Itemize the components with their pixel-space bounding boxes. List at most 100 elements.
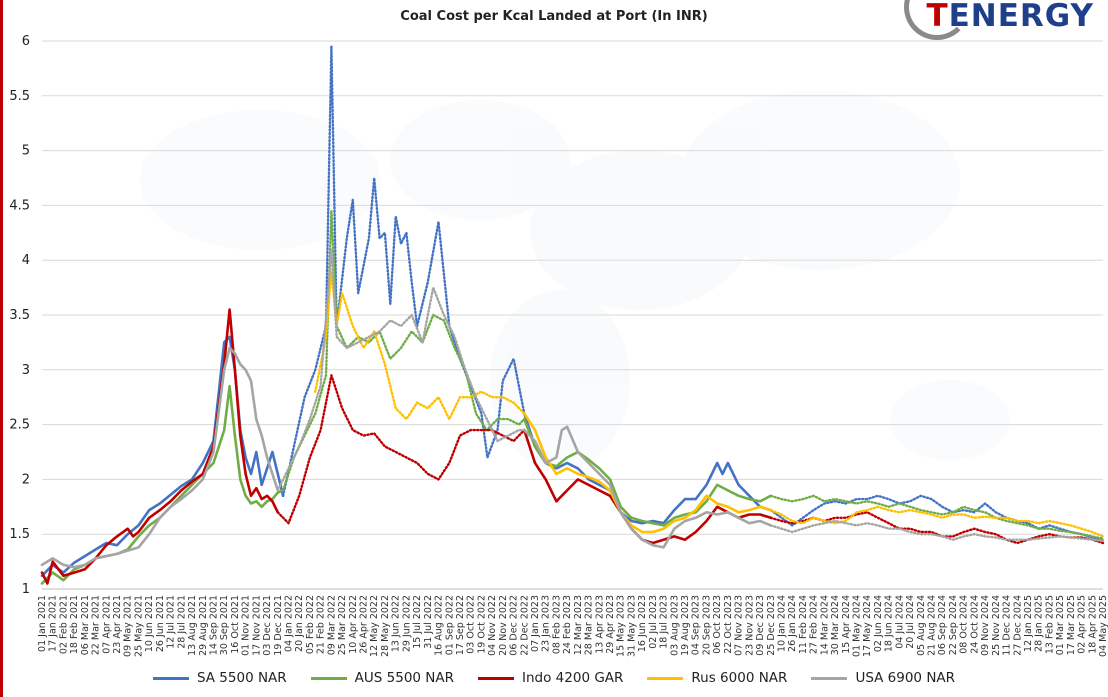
chart-title: Coal Cost per Kcal Landed at Port (In IN… <box>400 9 708 24</box>
logo-wordmark: TENERGY <box>926 0 1094 36</box>
x-tick-label: 01 Mar 2025 <box>1055 595 1066 655</box>
x-tick-label: 10 Jun 2021 <box>144 595 155 652</box>
x-tick-label: 17 Jan 2021 <box>48 595 59 652</box>
x-tick-label: 12 May 2022 <box>369 595 380 657</box>
x-tick-label: 05 Aug 2024 <box>916 595 927 656</box>
x-tick-label: 13 Apr 2023 <box>594 595 605 654</box>
series-line-actual-2023 <box>523 417 773 527</box>
x-tick-label: 04 Sep 2023 <box>691 595 702 655</box>
x-tick-label: 04 May 2025 <box>1098 595 1108 657</box>
x-tick-label: 16 Oct 2021 <box>230 595 241 654</box>
x-tick-label: 16 Aug 2022 <box>434 595 445 656</box>
x-tick-label: 13 Aug 2021 <box>187 595 198 656</box>
x-tick-label: 23 Jan 2023 <box>541 595 552 652</box>
x-tick-label: 06 Dec 2022 <box>509 595 520 656</box>
y-tick-label: 3.5 <box>9 308 30 323</box>
series-line-actual-2023 <box>523 412 773 525</box>
x-tick-label: 16 Jun 2023 <box>637 595 648 652</box>
x-tick-label: 23 Nov 2023 <box>744 595 755 656</box>
x-tick-label: 11 Feb 2024 <box>798 595 809 654</box>
x-tick-label: 24 Feb 2023 <box>562 595 573 654</box>
x-tick-label: 20 Jul 2024 <box>905 595 916 649</box>
x-tick-label: 07 Nov 2023 <box>734 595 745 656</box>
x-tick-label: 22 Dec 2022 <box>519 595 530 656</box>
x-tick-label: 06 Sep 2024 <box>937 595 948 655</box>
x-tick-label: 09 Mar 2022 <box>326 595 337 655</box>
x-tick-label: 17 May 2024 <box>862 595 873 657</box>
x-tick-label: 14 Sep 2021 <box>209 595 220 655</box>
x-tick-label: 10 Jan 2024 <box>777 595 788 652</box>
x-tick-label: 18 Jun 2024 <box>884 595 895 652</box>
x-tick-label: 14 Mar 2024 <box>819 595 830 655</box>
x-tick-label: 03 Oct 2022 <box>466 595 477 654</box>
x-tick-label: 29 Aug 2021 <box>198 595 209 656</box>
x-tick-label: 21 Aug 2024 <box>927 595 938 656</box>
x-tick-label: 06 Mar 2021 <box>80 595 91 655</box>
legend-swatch <box>811 676 848 680</box>
x-tick-label: 25 Dec 2023 <box>766 595 777 656</box>
series-line-forward <box>314 270 526 421</box>
x-tick-label: 23 Apr 2021 <box>112 595 123 654</box>
series-line-forward-2024 <box>769 494 1105 540</box>
x-tick-label: 01 Jan 2021 <box>37 595 48 652</box>
x-tick-label: 21 Feb 2022 <box>316 595 327 654</box>
legend-item: Rus 6000 NAR <box>647 670 787 686</box>
x-tick-label: 04 Nov 2022 <box>487 595 498 656</box>
x-tick-label: 13 Jun 2022 <box>391 595 402 652</box>
x-tick-label: 28 Jan 2025 <box>1034 595 1045 652</box>
y-tick-label: 2 <box>22 472 30 487</box>
x-tick-label: 02 Feb 2021 <box>58 595 69 654</box>
x-tick-label: 31 May 2023 <box>626 595 637 657</box>
legend-item: AUS 5500 NAR <box>310 670 455 686</box>
series-line-forward <box>276 248 526 492</box>
map-blob-5 <box>890 380 1010 460</box>
world-map-watermark <box>140 90 1010 470</box>
series-sa-5500-nar <box>40 45 1105 578</box>
map-blob-0 <box>140 110 380 250</box>
map-blob-3 <box>680 90 960 270</box>
y-tick-label: 5.5 <box>9 89 30 104</box>
x-tick-label: 22 Mar 2021 <box>91 595 102 655</box>
legend-label: Indo 4200 GAR <box>522 670 624 686</box>
x-tick-label: 01 Sep 2022 <box>444 595 455 655</box>
x-tick-label: 12 Jan 2025 <box>1023 595 1034 652</box>
legend-swatch <box>310 676 347 680</box>
x-tick-label: 18 Jul 2023 <box>659 595 670 649</box>
legend-item: SA 5500 NAR <box>152 670 287 686</box>
series-line-forward-2024 <box>769 519 1105 542</box>
y-tick-label: 4.5 <box>9 198 30 213</box>
x-tick-label: 08 Oct 2024 <box>959 595 970 654</box>
left-border-rule <box>0 0 3 697</box>
x-tick-label: 09 Dec 2023 <box>755 595 766 656</box>
x-tick-label: 27 Dec 2024 <box>1012 595 1023 656</box>
x-tick-label: 02 Apr 2025 <box>1077 595 1088 654</box>
x-tick-label: 06 Oct 2023 <box>712 595 723 654</box>
x-tick-label: 30 Sep 2021 <box>219 595 230 655</box>
series-line-forward-2024 <box>769 494 1105 541</box>
legend-label: SA 5500 NAR <box>196 670 287 686</box>
series-line-solid <box>40 346 280 569</box>
legend-label: AUS 5500 NAR <box>354 670 455 686</box>
x-tick-label: 29 Jun 2022 <box>401 595 412 652</box>
x-tick-label: 15 Jul 2022 <box>412 595 423 649</box>
y-tick-label: 2.5 <box>9 418 30 433</box>
series-line-solid <box>40 335 285 578</box>
series-line-forward <box>281 209 526 492</box>
y-tick-label: 4 <box>22 253 30 268</box>
x-tick-label: 25 Mar 2022 <box>337 595 348 655</box>
x-tick-label: 18 Feb 2021 <box>69 595 80 654</box>
series-line-solid <box>40 308 280 585</box>
x-tick-label: 10 Apr 2022 <box>348 595 359 654</box>
x-tick-label: 07 Jan 2023 <box>530 595 541 652</box>
legend-item: Indo 4200 GAR <box>478 670 623 686</box>
series-line-actual-2023 <box>523 412 773 534</box>
x-tick-label: 22 Sep 2024 <box>948 595 959 655</box>
x-tick-label: 04 Jan 2022 <box>284 595 295 652</box>
x-tick-label: 15 May 2023 <box>616 595 627 657</box>
x-tick-label: 17 Nov 2021 <box>251 595 262 656</box>
x-tick-label: 28 May 2022 <box>380 595 391 657</box>
x-tick-label: 19 Aug 2023 <box>680 595 691 656</box>
legend-label: USA 6900 NAR <box>855 670 956 686</box>
x-tick-label: 11 Dec 2024 <box>1002 595 1013 656</box>
